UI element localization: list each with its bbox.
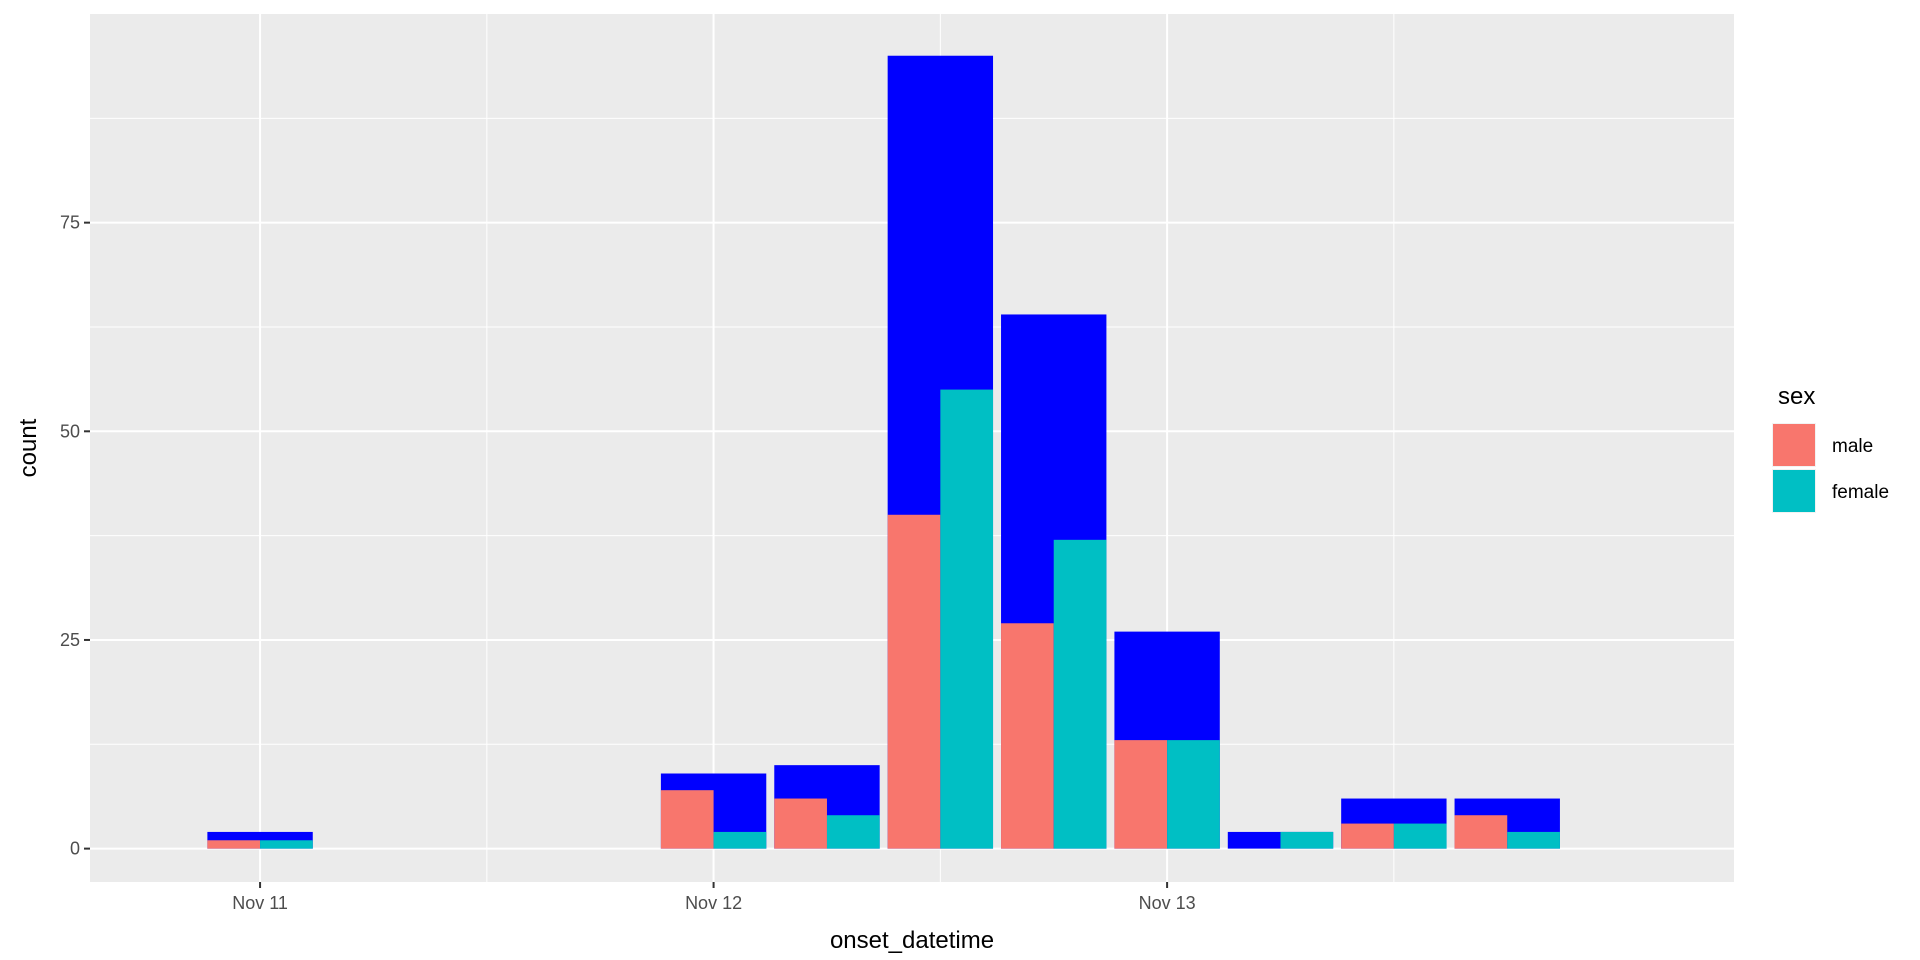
bar-female [1167,740,1220,849]
bar-male [887,514,941,849]
bar-female [1280,831,1334,849]
legend-swatch-female [1773,470,1815,512]
bars [207,55,1560,849]
legend-title: sex [1778,383,1815,410]
bar-female [940,389,994,849]
y-axis-title: count [15,418,42,477]
bar-male [1454,815,1508,849]
bar-male [660,790,714,849]
y-axis: 0 25 50 75 [60,213,90,859]
legend-label-female: female [1832,482,1889,503]
x-tick-label: Nov 13 [1139,893,1196,913]
legend-swatch-male [1773,424,1815,466]
legend: sex male female [1772,383,1889,513]
bar-female [713,831,767,849]
bar-male [207,840,261,849]
x-tick-label: Nov 11 [232,893,288,913]
legend-label-male: male [1832,436,1873,457]
bar-male [1341,823,1394,849]
x-axis-title: onset_datetime [830,927,994,954]
x-tick-label: Nov 12 [685,893,742,913]
bar-male [774,798,827,849]
bar-male [1114,740,1168,849]
legend-entries: male female [1772,423,1889,513]
y-tick-label: 75 [60,213,80,233]
bar-female [1507,831,1560,849]
bar-female [260,840,313,849]
bar-female [826,815,880,849]
y-tick-label: 25 [60,630,80,650]
y-tick-label: 50 [60,421,80,441]
y-tick-label: 0 [70,839,80,859]
x-axis: Nov 11 Nov 12 Nov 13 [232,882,1196,913]
bar-female [1053,539,1107,849]
bar-female [1393,823,1447,849]
bar-male [1001,623,1054,849]
